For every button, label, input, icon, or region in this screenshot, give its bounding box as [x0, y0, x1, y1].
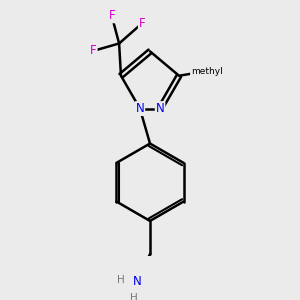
Text: N: N [156, 102, 164, 115]
Text: H: H [130, 293, 137, 300]
Text: H: H [117, 275, 124, 285]
Text: F: F [139, 17, 146, 30]
Text: N: N [136, 102, 144, 115]
Text: N: N [133, 275, 142, 288]
Text: methyl: methyl [191, 67, 223, 76]
Text: F: F [90, 44, 97, 57]
Text: F: F [108, 9, 115, 22]
